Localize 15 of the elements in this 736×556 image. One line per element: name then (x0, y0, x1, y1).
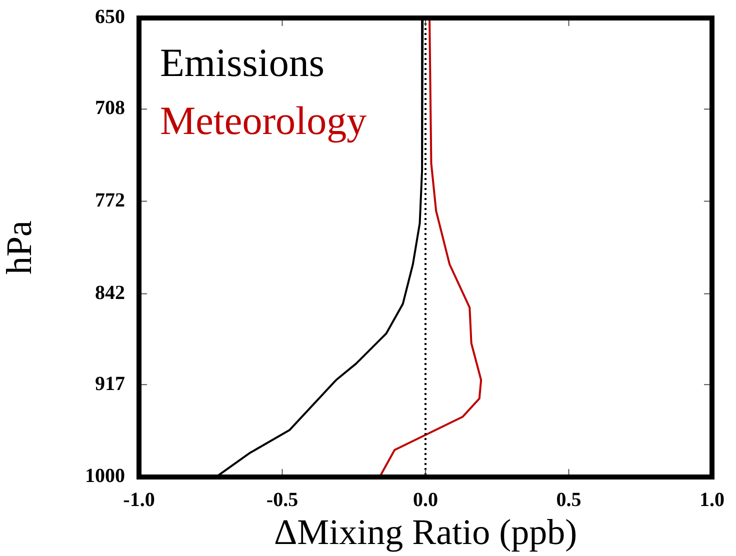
x-tick-label: 1.0 (700, 489, 724, 512)
x-tick-label: 0.5 (556, 489, 582, 512)
x-axis-title: ΔMixing Ratio (ppb) (274, 512, 578, 552)
x-tick-label: 0.0 (413, 489, 438, 512)
text: Emissions (160, 40, 324, 85)
y-tick-label: 1000 (85, 465, 125, 488)
y-tick-label: 842 (95, 282, 125, 304)
series-label: Meteorology (160, 98, 367, 143)
x-tick-label: -0.5 (266, 489, 298, 512)
y-tick-label: 917 (95, 372, 125, 395)
y-tick-label: 650 (95, 6, 125, 28)
y-tick-label: 772 (95, 189, 125, 212)
y-tick-label: 708 (95, 97, 125, 120)
x-tick-label: -1.0 (123, 489, 155, 512)
y-axis-title: hPa (0, 220, 40, 274)
